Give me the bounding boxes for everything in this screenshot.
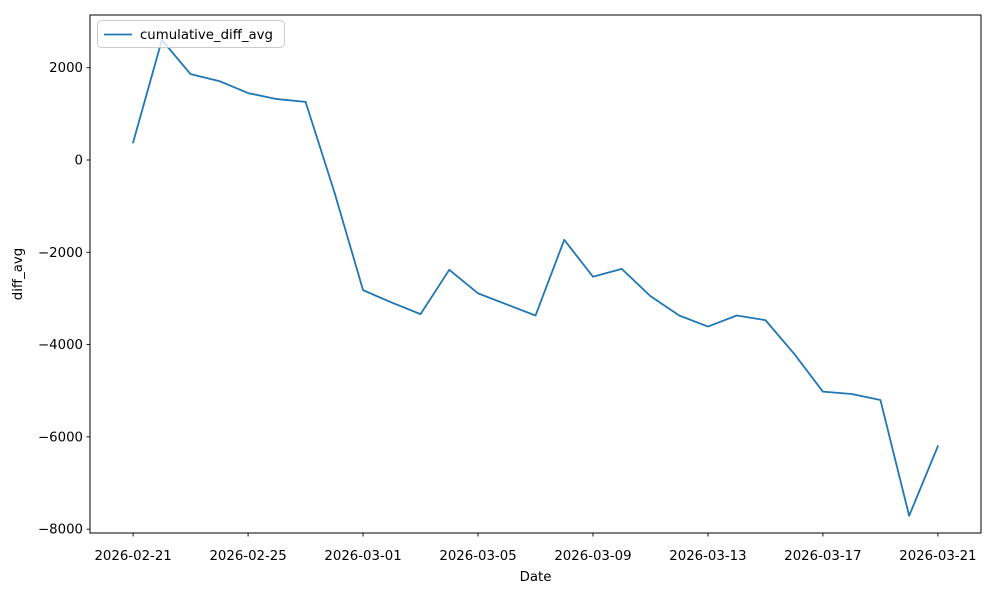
x-tick-label: 2026-03-13 xyxy=(669,549,746,564)
x-axis-label: Date xyxy=(520,570,552,585)
legend-label: cumulative_diff_avg xyxy=(140,28,273,43)
y-tick-label: −2000 xyxy=(38,246,83,261)
y-axis-ticks: 2000 0 −2000 −4000 −6000 −8000 xyxy=(38,61,90,538)
x-tick-label: 2026-02-25 xyxy=(209,549,286,564)
series-line-cumulative_diff_avg xyxy=(132,39,939,517)
x-tick-label: 2026-02-21 xyxy=(94,549,171,564)
legend-frame xyxy=(97,20,285,48)
x-tick-label: 2026-03-17 xyxy=(784,549,861,564)
x-tick-label: 2026-03-01 xyxy=(324,549,401,564)
legend: cumulative_diff_avg xyxy=(97,20,285,48)
x-tick-label: 2026-03-05 xyxy=(439,549,516,564)
x-tick-label: 2026-03-21 xyxy=(899,549,976,564)
y-tick-label: 2000 xyxy=(49,61,83,76)
y-tick-label: −4000 xyxy=(38,338,83,353)
y-tick-label: −6000 xyxy=(38,430,83,445)
y-axis-label: diff_avg xyxy=(11,248,26,300)
data-series-group xyxy=(132,39,939,517)
plot-area-border xyxy=(89,14,982,534)
x-axis-ticks: 2026-02-21 2026-02-25 2026-03-01 2026-03-05… xyxy=(94,533,977,564)
y-tick-label: −8000 xyxy=(38,523,83,538)
y-tick-label: 0 xyxy=(75,153,83,168)
x-tick-label: 2026-03-09 xyxy=(554,549,631,564)
